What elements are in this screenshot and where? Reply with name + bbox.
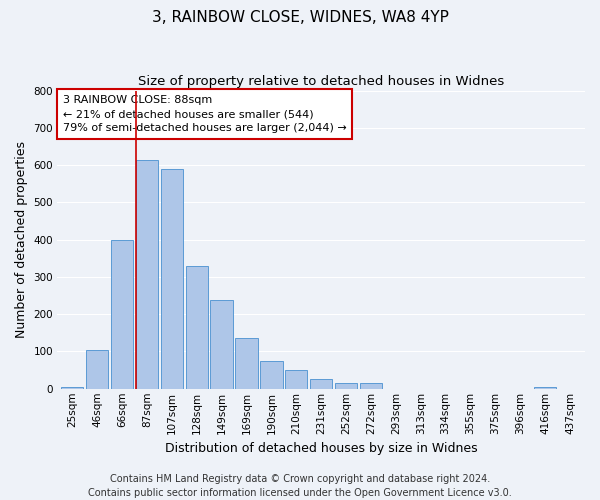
Bar [211,300,233,389]
Text: 3, RAINBOW CLOSE, WIDNES, WA8 4YP: 3, RAINBOW CLOSE, WIDNES, WA8 4YP [152,10,448,25]
Title: Size of property relative to detached houses in Widnes: Size of property relative to detached ho… [138,75,504,88]
Bar [185,266,208,389]
Bar [235,338,258,389]
Bar [161,169,183,389]
Text: 3 RAINBOW CLOSE: 88sqm
← 21% of detached houses are smaller (544)
79% of semi-de: 3 RAINBOW CLOSE: 88sqm ← 21% of detached… [62,95,346,133]
Bar [335,383,357,389]
Bar [61,387,83,389]
Text: Contains HM Land Registry data © Crown copyright and database right 2024.
Contai: Contains HM Land Registry data © Crown c… [88,474,512,498]
Bar [360,383,382,389]
Bar [534,387,556,389]
Bar [136,160,158,389]
Bar [111,240,133,389]
Bar [310,380,332,389]
Bar [260,361,283,389]
Y-axis label: Number of detached properties: Number of detached properties [15,141,28,338]
Bar [285,370,307,389]
Bar [86,350,109,389]
X-axis label: Distribution of detached houses by size in Widnes: Distribution of detached houses by size … [165,442,478,455]
